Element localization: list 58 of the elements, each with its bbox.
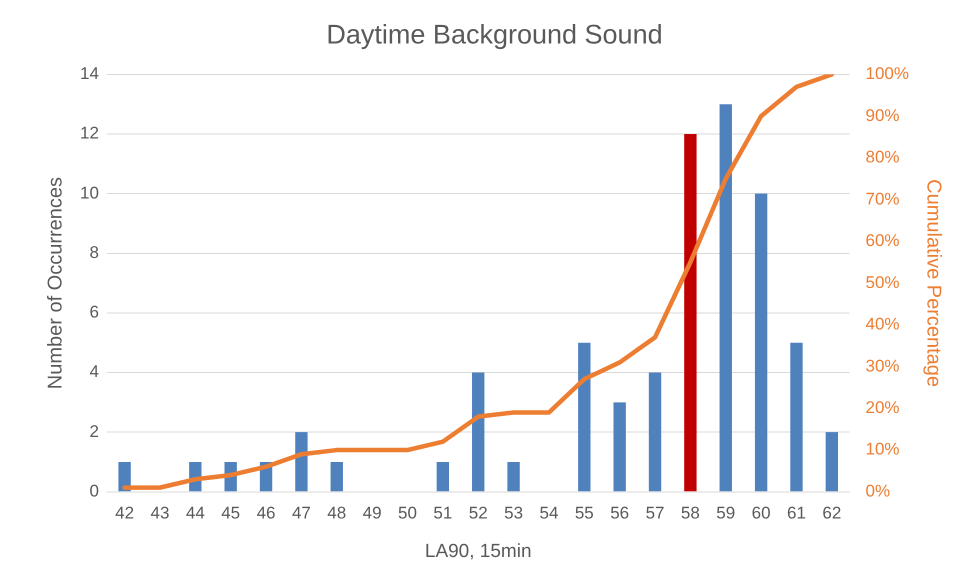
bar [330,462,343,492]
y2-tick-label: 50% [866,272,900,292]
y2-tick-label: 60% [866,231,900,250]
bar [578,342,590,492]
bar [507,462,520,492]
y2-tick-label: 20% [866,398,900,418]
y2-tick-label: 100% [866,64,910,84]
y-tick-label: 10 [80,183,99,202]
x-tick-label: 51 [433,504,452,523]
bar [648,372,662,492]
y2-tick-label: 40% [866,314,900,334]
x-tick-label: 56 [610,504,630,523]
x-tick-label: 54 [539,504,558,523]
y-tick-label: 4 [89,362,99,382]
x-tick-label: 60 [752,504,771,523]
y2-axis-title: Cumulative Percentage [922,179,944,388]
y2-tick-label: 0% [866,481,890,500]
x-tick-label: 45 [221,504,240,523]
y2-tick-label: 10% [866,440,900,459]
x-tick-label: 62 [822,504,842,523]
bar [684,134,697,492]
y2-tick-label: 80% [866,148,900,167]
bar [295,432,308,492]
bar [720,104,732,492]
bar [118,462,131,492]
y-tick-label: 14 [80,64,99,84]
x-tick-label: 47 [292,504,311,523]
chart-title: Daytime Background Sound [326,20,663,50]
bar [613,402,626,492]
y-tick-label: 2 [89,422,99,441]
x-tick-label: 57 [646,504,664,523]
bar [472,372,484,492]
x-tick-label: 48 [327,504,346,523]
y-tick-label: 8 [89,242,99,262]
x-tick-label: 44 [186,504,205,523]
x-tick-label: 59 [716,504,736,523]
y-tick-label: 0 [89,481,99,500]
y-tick-label: 6 [89,302,99,322]
x-tick-label: 43 [150,504,170,523]
x-tick-label: 42 [115,504,134,523]
x-axis-title: LA90, 15min [424,540,532,562]
bar [790,342,803,492]
x-tick-label: 58 [680,504,700,523]
y-axis-title: Number of Occurrences [44,176,67,390]
x-tick-label: 46 [256,504,276,523]
x-tick-label: 50 [398,504,417,523]
y2-tick-label: 70% [866,189,900,208]
x-tick-label: 49 [362,504,382,523]
x-tick-label: 53 [504,504,524,523]
x-tick-label: 61 [787,504,806,523]
y-tick-label: 12 [80,124,99,143]
bar [436,462,450,492]
y2-tick-label: 30% [866,356,900,376]
x-tick-label: 52 [468,504,488,523]
bar [754,194,768,492]
y2-tick-label: 90% [866,106,900,125]
x-tick-label: 55 [574,504,594,523]
bar [826,432,838,492]
